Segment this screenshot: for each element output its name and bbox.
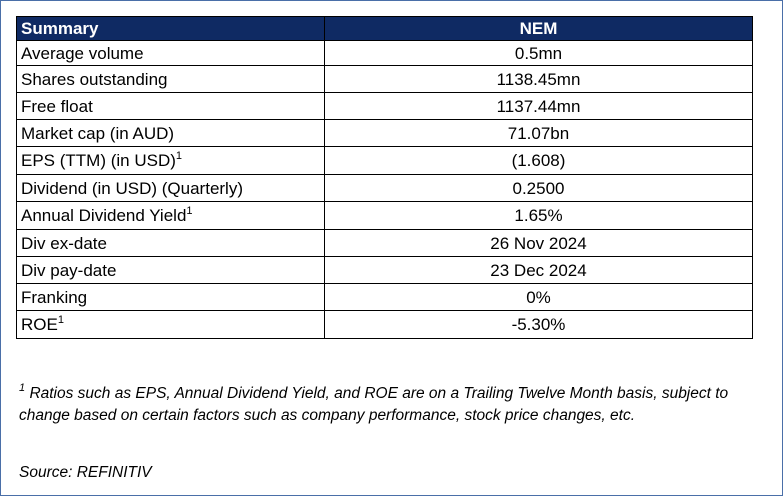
row-value: 1138.45mn [324,65,753,93]
row-label: Dividend (in USD) (Quarterly) [16,174,325,202]
row-label: Franking [16,283,325,311]
table-row: Div pay-date 23 Dec 2024 [16,256,753,284]
row-value: 1.65% [324,201,753,230]
row-label: ROE1 [16,310,325,339]
row-label: Div ex-date [16,229,325,257]
footnote-marker: 1 [57,314,64,326]
row-value: 0.5mn [324,40,753,66]
row-value: 1137.44mn [324,92,753,120]
table-row: Average volume 0.5mn [16,40,753,66]
row-value: 23 Dec 2024 [324,256,753,284]
row-label: Market cap (in AUD) [16,119,325,147]
footnote-marker: 1 [19,382,26,394]
footnote-text: Ratios such as EPS, Annual Dividend Yiel… [19,385,729,424]
row-value: -5.30% [324,310,753,339]
table-row: ROE1 -5.30% [16,310,753,339]
row-label: Free float [16,92,325,120]
summary-table: Summary NEM Average volume 0.5mn Shares … [16,16,753,339]
table-row: Dividend (in USD) (Quarterly) 0.2500 [16,174,753,202]
footnote-marker: 1 [175,150,183,162]
row-value: 26 Nov 2024 [324,229,753,257]
table-row: Free float 1137.44mn [16,92,753,120]
header-ticker: NEM [324,16,753,41]
table-row: Franking 0% [16,283,753,311]
row-label: Average volume [16,40,325,66]
row-label: Div pay-date [16,256,325,284]
row-label: Annual Dividend Yield1 [16,201,325,230]
row-value: 71.07bn [324,119,753,147]
row-value: (1.608) [324,146,753,175]
table-row: EPS (TTM) (in USD)1 (1.608) [16,146,753,175]
table-row: Shares outstanding 1138.45mn [16,65,753,93]
footnote-marker: 1 [186,205,193,217]
row-label: Shares outstanding [16,65,325,93]
row-label: EPS (TTM) (in USD)1 [16,146,325,175]
row-value: 0% [324,283,753,311]
table-row: Annual Dividend Yield1 1.65% [16,201,753,230]
row-value: 0.2500 [324,174,753,202]
table-row: Market cap (in AUD) 71.07bn [16,119,753,147]
table-header-row: Summary NEM [16,16,753,41]
header-summary: Summary [16,16,325,41]
footnote: 1 Ratios such as EPS, Annual Dividend Yi… [19,383,759,427]
table-row: Div ex-date 26 Nov 2024 [16,229,753,257]
source-note: Source: REFINITIV [19,464,152,481]
